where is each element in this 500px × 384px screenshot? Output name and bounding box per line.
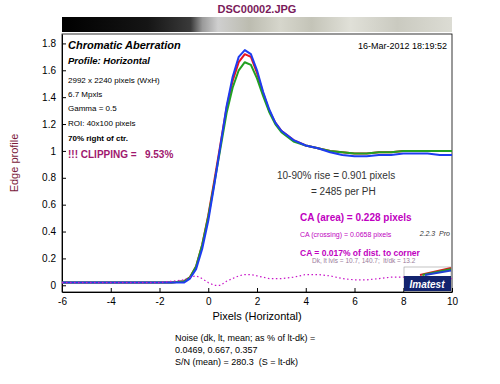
y-tick-mark xyxy=(62,205,66,206)
y-tick-label: 0.4 xyxy=(42,226,56,237)
y-tick-label: 0.2 xyxy=(42,253,56,264)
annotation: Dk, lt lvls = 10.7, 140.7; lt/dk = 13.2 xyxy=(312,257,416,264)
y-tick-label: 1.4 xyxy=(42,92,56,103)
background xyxy=(0,0,500,384)
y-tick-mark xyxy=(62,285,66,286)
x-tick: -4 xyxy=(107,288,116,307)
y-axis-line xyxy=(62,35,63,293)
y-tick: 0.6 xyxy=(42,199,66,210)
x-axis-line xyxy=(63,292,453,293)
annotation: Profile: Horizontal xyxy=(68,55,150,66)
x-tick: 0 xyxy=(206,288,212,307)
y-tick-mark xyxy=(62,124,66,125)
annotation: S/N (mean) = 280.3 (S = lt-dk) xyxy=(175,357,298,367)
x-tick-label: 4 xyxy=(303,296,309,307)
y-tick-mark xyxy=(62,97,66,98)
x-tick-label: 10 xyxy=(447,296,459,307)
annotation: 2992 x 2240 pixels (WxH) xyxy=(68,76,160,85)
x-tick-label: -6 xyxy=(58,296,67,307)
y-tick-label: 0.8 xyxy=(42,172,56,183)
y-tick-mark xyxy=(62,178,66,179)
annotation: !!! CLIPPING = 9.53% xyxy=(68,149,173,160)
annotation: Imatest xyxy=(409,279,445,290)
x-tick-label: 2 xyxy=(255,296,261,307)
title: DSC00002.JPG xyxy=(218,3,297,15)
y-axis-title: Edge profile xyxy=(8,134,20,193)
x-tick-mark xyxy=(160,288,161,292)
y-tick: 1.4 xyxy=(42,92,66,103)
x-tick-label: -4 xyxy=(107,296,116,307)
y-tick-mark xyxy=(62,43,66,44)
edge-strip xyxy=(62,17,452,32)
y-axis: 0 0.2 0.4 0.6 0.8 1 1.2 1.4 1.6 1.8 xyxy=(42,35,66,293)
annotation: ROI: 40x100 pixels xyxy=(68,119,136,128)
x-tick: 6 xyxy=(352,288,358,307)
annotation: CA (crossing) = 0.0658 pixels xyxy=(300,231,392,239)
y-tick-label: 0 xyxy=(50,280,56,291)
y-tick: 0.8 xyxy=(42,172,66,183)
annotation: 10-90% rise = 0.901 pixels xyxy=(277,170,395,181)
x-tick: -2 xyxy=(156,288,165,307)
x-tick-mark xyxy=(257,288,258,292)
x-tick-mark xyxy=(208,288,209,292)
series-line xyxy=(62,62,452,282)
y-tick: 0.4 xyxy=(42,226,66,237)
x-axis-title: Pixels (Horizontal) xyxy=(212,310,301,322)
x-tick-label: 0 xyxy=(206,296,212,307)
y-tick-label: 1.2 xyxy=(42,119,56,130)
y-tick: 1.2 xyxy=(42,119,66,130)
x-tick-mark xyxy=(452,288,453,292)
series-line xyxy=(62,50,452,282)
logo-band xyxy=(404,276,451,291)
x-tick-mark xyxy=(355,288,356,292)
annotation: Noise (dk, lt, mean; as % of lt-dk) = xyxy=(175,333,315,343)
annotation: Gamma = 0.5 xyxy=(68,104,117,113)
y-tick: 1.6 xyxy=(42,65,66,76)
y-tick: 1.8 xyxy=(42,38,66,49)
annotation: CA (area) = 0.228 pixels xyxy=(300,212,412,223)
annotation: 0.0469, 0.667, 0.357 xyxy=(175,345,258,355)
annotation: Chromatic Aberration xyxy=(68,39,181,51)
x-tick-label: 8 xyxy=(401,296,407,307)
y-tick: 0.2 xyxy=(42,253,66,264)
logo-box xyxy=(404,267,451,291)
x-tick-mark xyxy=(111,288,112,292)
y-tick: 1 xyxy=(50,146,66,157)
y-tick-mark xyxy=(62,258,66,259)
annotation: = 2485 per PH xyxy=(311,186,376,197)
y-tick-mark xyxy=(62,70,66,71)
logo-stripe xyxy=(423,269,452,275)
y-tick-mark xyxy=(62,232,66,233)
x-axis: -6 -4 -2 0 2 4 6 8 10 xyxy=(58,288,458,307)
chart: DSC00002.JPG -6 -4 -2 0 2 4 6 8 10 0 0.2 0.4 0.6 0.8 1 1… xyxy=(0,0,500,384)
y-tick-label: 0.6 xyxy=(42,199,56,210)
logo xyxy=(404,267,451,291)
logo-stripe xyxy=(425,271,451,276)
x-tick-mark xyxy=(306,288,307,292)
series-line xyxy=(62,54,452,282)
logo-stripe xyxy=(420,268,451,275)
plot-frame xyxy=(62,34,452,292)
annotations: Chromatic Aberration 16-Mar-2012 18:19:52… xyxy=(68,39,450,367)
y-tick-label: 1.6 xyxy=(42,65,56,76)
x-tick-label: -2 xyxy=(156,296,165,307)
plot-area xyxy=(62,50,452,285)
annotation: 70% right of ctr. xyxy=(68,134,128,143)
x-tick-label: 6 xyxy=(352,296,358,307)
series-line xyxy=(62,275,452,286)
x-tick: 2 xyxy=(255,288,261,307)
y-tick-label: 1 xyxy=(50,146,56,157)
y-tick-label: 1.8 xyxy=(42,38,56,49)
annotation: 2.2.3 Pro xyxy=(419,230,450,237)
x-tick: 4 xyxy=(303,288,309,307)
annotation: 16-Mar-2012 18:19:52 xyxy=(358,41,447,51)
y-tick-mark xyxy=(62,151,66,152)
annotation: 6.7 Mpxls xyxy=(68,90,102,99)
